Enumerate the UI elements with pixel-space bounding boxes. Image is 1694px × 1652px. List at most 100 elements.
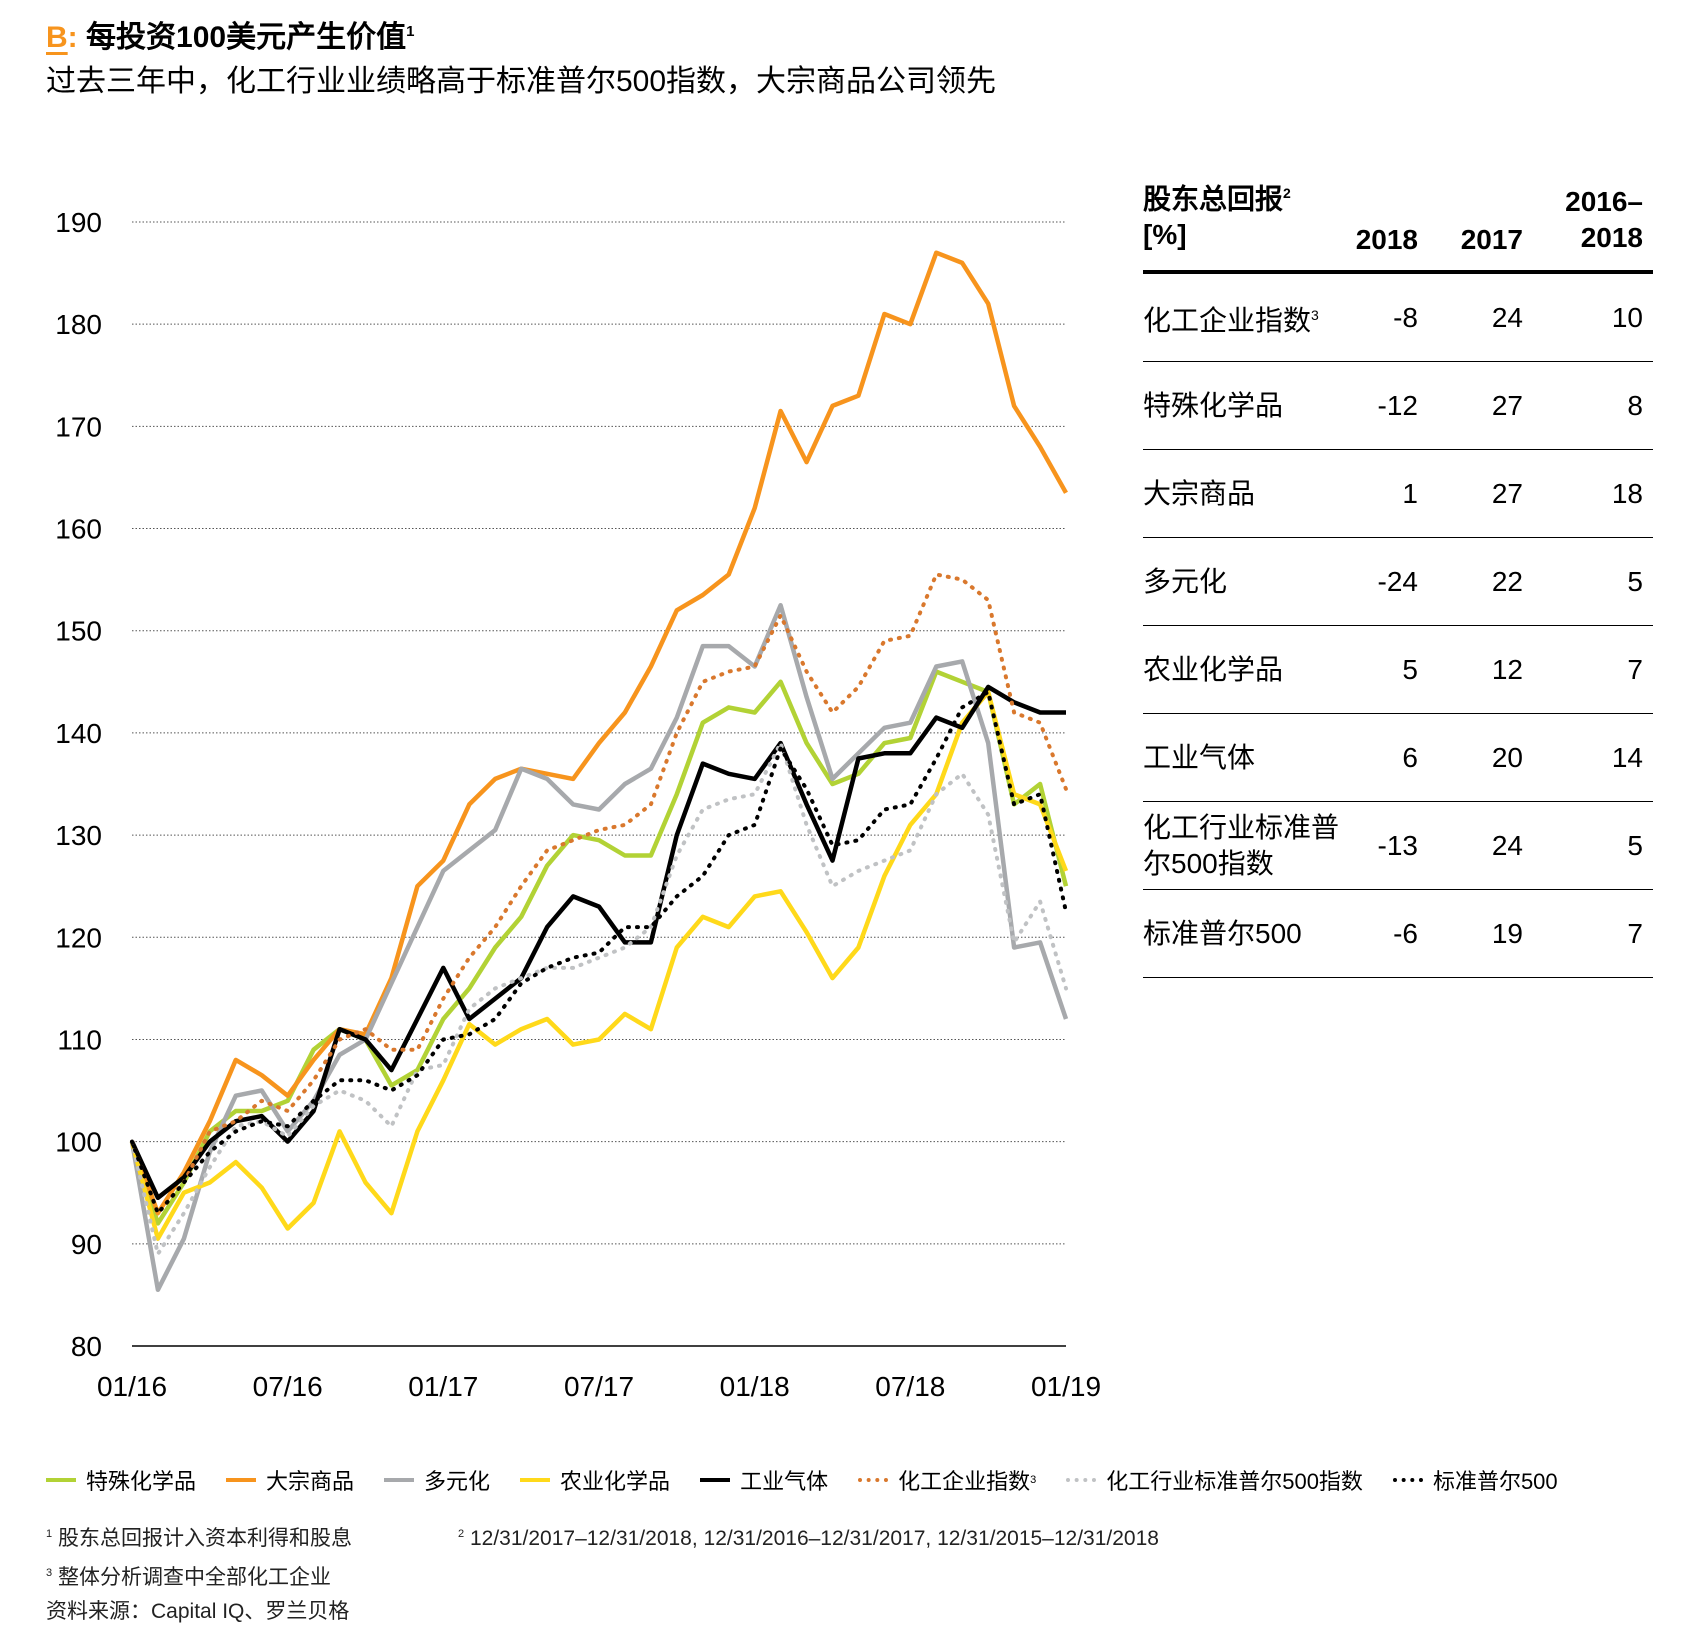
footnote-3: 3 整体分析调查中全部化工企业 [46,1556,352,1595]
tsr-row-label: 化工行业标准普尔500指数 [1143,810,1363,882]
panel-letter: B [46,21,68,54]
y-tick-label: 170 [55,411,102,442]
tsr-value-v2018: -6 [1393,917,1418,949]
footnote-3-marker: 3 [46,1567,53,1579]
col-header-2017: 2017 [1460,224,1523,255]
y-tick-label: 140 [55,718,102,749]
col3-line2: 2018 [1580,222,1643,253]
tsr-row-label: 标准普尔500 [1143,916,1363,952]
tsr-row-label: 大宗商品 [1143,476,1363,512]
tsr-table: 股东总回报2 [%] 2018 2017 2016– 2018 化工企业指数3 -… [1143,175,1653,978]
legend-swatch [858,1478,889,1482]
tsr-row-label: 工业气体 [1143,740,1363,776]
legend-swatch [46,1478,76,1482]
source-note: 资料来源：Capital IQ、罗兰贝格 [46,1600,350,1623]
series-line-specialty [129,669,1069,1226]
chart-legend: 特殊化学品 大宗商品 多元化 农业化学品 工业气体 化工企业指数 3 化工行业标准普尔500指… [46,1462,1588,1496]
legend-label: 标准普尔500 [1432,1469,1558,1494]
tsr-row-label-text: 大宗商品 [1143,477,1256,509]
legend-item: 多元化 [384,1464,490,1496]
x-tick-label: 07/16 [253,1371,323,1402]
y-tick-label: 120 [55,922,102,953]
footnote-1-marker: 1 [46,1528,53,1540]
x-tick-label: 01/16 [97,1371,167,1402]
legend-label: 化工企业指数 [898,1469,1031,1494]
series-line-sp500 [130,690,1068,1216]
legend-swatch [226,1478,257,1482]
tsr-value-v1618: 7 [1627,653,1643,685]
footnotes-right: 2 12/31/2017–12/31/2018, 12/31/2016–12/3… [458,1517,1159,1556]
x-tick-label: 01/18 [720,1371,790,1402]
tsr-row-label-text: 标准普尔500 [1143,917,1302,949]
series-layer [129,250,1069,1293]
footnote-1-text: 股东总回报计入资本利得和股息 [57,1527,352,1550]
legend-label: 农业化学品 [560,1469,671,1494]
legend-swatch [1066,1478,1097,1482]
col-header-2018: 2018 [1355,224,1418,255]
series-line-sp_chem [130,741,1068,1256]
col3-line1: 2016– [1565,186,1643,217]
legend-item: 化工行业标准普尔500指数 [1066,1464,1363,1496]
y-tick-label: 110 [57,1024,102,1055]
legend-label-sup: 3 [1030,1474,1037,1486]
tsr-row-label: 特殊化学品 [1143,388,1363,424]
series-line-gases [129,684,1066,1201]
tsr-row-label-sup: 3 [1311,306,1319,323]
x-tick-label: 01/19 [1031,1371,1101,1402]
tsr-table-row: 多元化 -24 22 5 [1143,538,1653,626]
chart-title: B: 每投资100美元产生价值1 [46,12,414,56]
tsr-row-label: 多元化 [1143,564,1363,600]
tsr-value-v1618: 5 [1627,565,1643,597]
tsr-table-row: 特殊化学品 -12 27 8 [1143,362,1653,450]
legend-swatch [384,1478,415,1482]
y-tick-label: 130 [55,820,102,851]
title-footnote-marker: 1 [406,23,415,40]
legend-swatch [520,1478,551,1482]
tsr-value-v1618: 7 [1627,917,1643,949]
title-text: 每投资100美元产生价值 [86,21,407,54]
y-tick-label: 190 [55,207,102,238]
legend-label: 大宗商品 [266,1469,355,1494]
x-tick-label: 01/17 [408,1371,478,1402]
tsr-value-v2018: -24 [1377,565,1418,597]
tsr-value-v2018: -8 [1393,301,1418,333]
tsr-value-v2017: 27 [1491,389,1523,421]
tsr-value-v2017: 12 [1491,653,1523,685]
series-line-diversified [129,602,1069,1293]
tsr-row-label-text: 特殊化学品 [1143,389,1284,421]
legend-item: 大宗商品 [226,1464,354,1496]
tsr-value-v2018: 5 [1402,653,1418,685]
tsr-table-row: 工业气体 6 20 14 [1143,714,1653,802]
tsr-table-row: 化工企业指数3 -8 24 10 [1143,274,1653,362]
chart-subtitle: 过去三年中，化工行业业绩略高于标准普尔500指数，大宗商品公司领先 [46,65,997,98]
y-tick-label: 80 [71,1331,102,1362]
col-header-2016-2018: 2016– 2018 [1565,184,1643,256]
y-tick-label: 90 [71,1229,102,1260]
tsr-row-label-text: 化工企业指数 [1143,304,1312,336]
tsr-table-row: 大宗商品 1 27 18 [1143,450,1653,538]
tsr-value-v1618: 5 [1627,829,1643,861]
tsr-table-body: 化工企业指数3 -8 24 10 特殊化学品 -12 27 8 大宗商品 1 27 18 多元化 -24 2… [1143,274,1653,978]
tsr-value-v2018: 6 [1402,741,1418,773]
footnotes-left: 1 股东总回报计入资本利得和股息 3 整体分析调查中全部化工企业 资料来源：Ca… [46,1517,352,1629]
tsr-value-v2018: -13 [1377,829,1418,861]
footnote-3-text: 整体分析调查中全部化工企业 [57,1566,331,1589]
legend-item: 农业化学品 [520,1464,670,1496]
legend-item: 标准普尔500 [1392,1464,1558,1496]
tsr-table-row: 化工行业标准普尔500指数 -13 24 5 [1143,802,1653,890]
footnote-2: 2 12/31/2017–12/31/2018, 12/31/2016–12/3… [458,1517,1159,1556]
legend-item: 化工企业指数 3 [858,1464,1036,1496]
tsr-table-row: 标准普尔500 -6 19 7 [1143,890,1653,978]
tsr-row-label-text: 农业化学品 [1143,653,1284,685]
tsr-value-v2017: 24 [1491,829,1523,861]
tsr-value-v2017: 24 [1491,301,1523,333]
tsr-row-label-text: 多元化 [1143,565,1228,597]
tsr-row-label-text: 工业气体 [1143,741,1256,773]
y-tick-label: 180 [55,309,102,340]
tsr-value-v2017: 20 [1491,741,1523,773]
tsr-value-v1618: 14 [1611,741,1643,773]
tsr-header-label: 股东总回报2 [%] [1143,175,1291,253]
line-chart: 80 90 100 110 120 130 140 150 160 170 180 190 01/16… [55,207,1101,1402]
legend-label: 多元化 [424,1469,491,1494]
tsr-header-label-line1: 股东总回报 [1143,183,1284,215]
